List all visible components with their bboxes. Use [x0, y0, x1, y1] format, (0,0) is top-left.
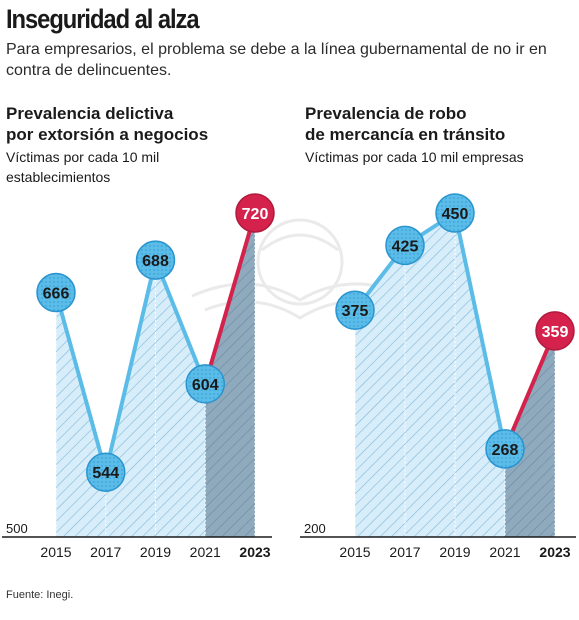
chart-1-title-line-2: por extorsión a negocios — [6, 125, 209, 144]
chart-2-subtitle-line-1: Víctimas por cada 10 mil empresas — [305, 149, 524, 165]
chart-2-title-line-2: de mercancía en tránsito — [305, 125, 506, 144]
page-subtitle: Para empresarios, el problema se debe a … — [6, 41, 547, 79]
source-note: Fuente: Inegi. — [6, 589, 74, 601]
chart-2-point — [435, 193, 475, 233]
chart-1-series-line — [54, 258, 208, 475]
chart-2-tick-label: 2019 — [439, 544, 470, 560]
chart-1-data-label: 688 — [142, 253, 169, 270]
chart-2-highlight-area — [505, 330, 555, 537]
chart-2-point — [335, 290, 375, 330]
chart-1-data-label: 604 — [192, 377, 219, 394]
chart-1-point — [185, 364, 225, 404]
chart-1-subtitle-line-2: establecimientos — [6, 169, 111, 185]
chart-2-title-line-1: Prevalencia de robo — [305, 104, 467, 123]
chart-1-tick-label: 2021 — [190, 544, 221, 560]
chart-1-point — [135, 240, 176, 280]
chart-2-highlight-line — [503, 330, 557, 450]
chart-1-area — [56, 260, 206, 537]
chart-2-tick-label: 2023 — [539, 544, 570, 560]
chart-1-tick-label: 2019 — [140, 544, 171, 560]
chart-2-point — [385, 225, 425, 266]
chart-2-data-label: 375 — [342, 303, 369, 320]
chart-1-tick-label: 2023 — [239, 544, 270, 560]
chart-1-data-label: 544 — [92, 465, 119, 482]
chart-1-highlight-area — [205, 213, 255, 537]
chart-2-data-label: 450 — [442, 206, 469, 223]
chart-1-data-label: 666 — [43, 286, 70, 303]
chart-1-highlight-line — [203, 212, 257, 385]
chart-1-subtitle-line-1: Víctimas por cada 10 mil — [6, 149, 160, 165]
chart-2-title: Prevalencia de robo de mercancía en trán… — [305, 103, 505, 145]
chart-2-baseline-label: 200 — [304, 521, 326, 536]
chart-2-data-label: 268 — [492, 442, 519, 459]
chart-2-series-line — [353, 211, 507, 450]
chart-1-baseline-label: 500 — [6, 521, 28, 536]
chart-1-tick-label: 2015 — [40, 544, 71, 560]
chart-1: 500 2015 2017 2019 2021 2023 666 544 688 604 720 — [2, 193, 275, 560]
chart-1-subtitle: Víctimas por cada 10 mil establecimiento… — [6, 147, 159, 187]
chart-1-data-label: 720 — [242, 206, 269, 223]
chart-1-point — [36, 272, 76, 313]
chart-1-title-line-1: Prevalencia delictiva — [6, 104, 174, 123]
chart-1-tick-label: 2017 — [90, 544, 121, 560]
chart-2-tick-label: 2017 — [389, 544, 420, 560]
chart-1-point — [86, 452, 126, 492]
chart-2-area — [355, 213, 505, 537]
chart-1-title: Prevalencia delictiva por extorsión a ne… — [6, 103, 208, 145]
chart-2: 200 2015 2017 2019 2021 2023 375 425 450 268 359 — [300, 193, 576, 560]
chart-2-point — [485, 429, 525, 469]
page-title: Inseguridad al alza — [6, 4, 200, 34]
chart-2-data-label: 359 — [542, 324, 569, 341]
chart-2-subtitle: Víctimas por cada 10 mil empresas — [305, 147, 524, 167]
chart-1-point — [235, 193, 275, 233]
chart-2-tick-label: 2015 — [339, 544, 370, 560]
chart-2-point — [535, 311, 575, 351]
chart-2-data-label: 425 — [392, 238, 419, 255]
chart-2-tick-label: 2021 — [489, 544, 520, 560]
